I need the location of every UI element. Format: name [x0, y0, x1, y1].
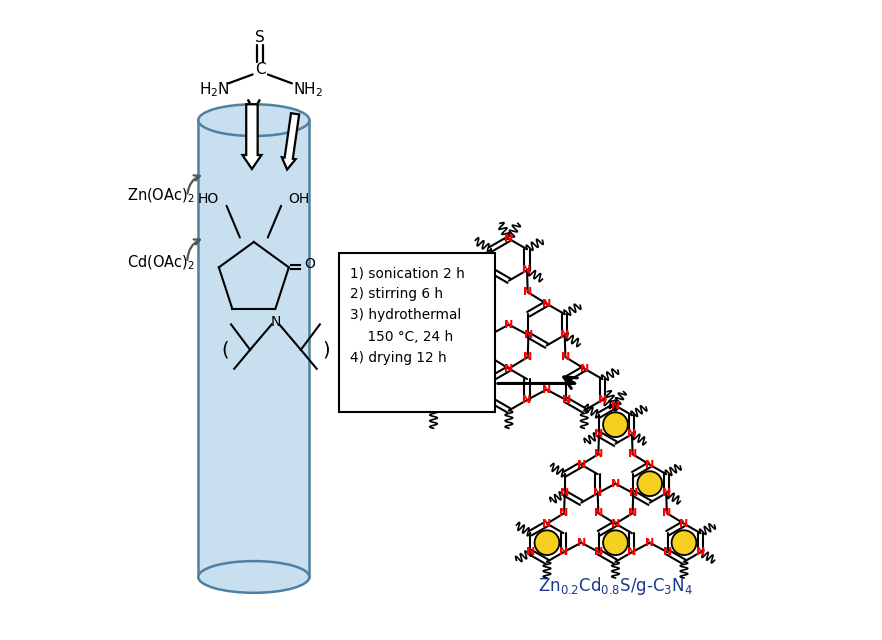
- Text: N: N: [663, 547, 672, 557]
- Text: N: N: [505, 364, 513, 374]
- Text: S: S: [255, 30, 265, 45]
- Text: N: N: [594, 429, 603, 439]
- Text: N: N: [628, 508, 637, 518]
- Text: (: (: [221, 340, 228, 359]
- Ellipse shape: [198, 561, 310, 593]
- Text: N: N: [505, 234, 513, 244]
- Bar: [198, 120, 310, 577]
- Text: N: N: [522, 265, 532, 275]
- Text: N: N: [522, 395, 532, 405]
- Circle shape: [671, 531, 697, 555]
- Text: C: C: [255, 62, 265, 77]
- Text: N: N: [594, 449, 603, 459]
- Text: N: N: [448, 330, 458, 340]
- Text: N: N: [611, 518, 620, 529]
- Text: N: N: [523, 352, 533, 362]
- Text: N: N: [559, 547, 568, 557]
- FancyBboxPatch shape: [340, 253, 495, 412]
- FancyArrow shape: [243, 104, 261, 169]
- Text: N: N: [523, 287, 533, 297]
- Text: N: N: [270, 315, 280, 329]
- Text: $n$: $n$: [339, 348, 348, 362]
- Text: N: N: [627, 429, 637, 439]
- Text: 1) sonication 2 h
2) stirring 6 h
3) hydrothermal
    150 °C, 24 h
4) drying 12 : 1) sonication 2 h 2) stirring 6 h 3) hyd…: [350, 266, 465, 365]
- Text: H$_2$N: H$_2$N: [199, 81, 230, 99]
- Text: N: N: [696, 547, 705, 557]
- Text: N: N: [629, 488, 638, 498]
- Text: N: N: [559, 508, 569, 518]
- Text: N: N: [662, 508, 671, 518]
- Text: N: N: [577, 460, 586, 470]
- Text: N: N: [526, 547, 535, 557]
- Text: N: N: [485, 287, 495, 297]
- Text: NH$_2$: NH$_2$: [293, 81, 323, 99]
- Text: N: N: [645, 538, 654, 548]
- Text: N: N: [560, 330, 569, 340]
- Text: N: N: [645, 460, 654, 470]
- FancyArrow shape: [282, 113, 299, 170]
- Text: N: N: [467, 299, 475, 308]
- Text: N: N: [627, 547, 637, 557]
- Text: N: N: [560, 488, 570, 498]
- Text: N: N: [679, 518, 689, 529]
- Circle shape: [603, 412, 628, 437]
- Text: N: N: [662, 488, 671, 498]
- Text: HO: HO: [198, 193, 219, 207]
- Text: Zn$_{0.2}$Cd$_{0.8}$S/g-C$_3$N$_4$: Zn$_{0.2}$Cd$_{0.8}$S/g-C$_3$N$_4$: [538, 575, 693, 598]
- Text: N: N: [505, 319, 513, 330]
- Ellipse shape: [198, 104, 310, 136]
- Text: N: N: [628, 449, 637, 459]
- Text: N: N: [577, 538, 586, 548]
- Text: N: N: [542, 518, 551, 529]
- Text: N: N: [594, 508, 603, 518]
- Text: N: N: [448, 352, 457, 362]
- Text: N: N: [611, 401, 620, 411]
- Text: N: N: [561, 352, 570, 362]
- Text: N: N: [485, 330, 494, 340]
- Text: N: N: [593, 488, 602, 498]
- Text: ): ): [323, 340, 330, 359]
- Text: Zn(OAc)$_2$: Zn(OAc)$_2$: [127, 187, 195, 205]
- Text: N: N: [485, 352, 495, 362]
- Text: N: N: [486, 395, 496, 405]
- Text: N: N: [594, 547, 603, 557]
- Text: N: N: [542, 385, 551, 394]
- Text: N: N: [411, 395, 420, 405]
- Text: N: N: [598, 395, 607, 405]
- Text: N: N: [542, 299, 551, 308]
- Text: N: N: [579, 364, 589, 374]
- Text: Cd(OAc)$_2$: Cd(OAc)$_2$: [127, 253, 195, 272]
- Circle shape: [603, 531, 628, 555]
- Text: N: N: [486, 265, 496, 275]
- Text: N: N: [467, 385, 475, 394]
- Text: N: N: [524, 330, 533, 340]
- Text: OH: OH: [288, 193, 310, 207]
- Text: N: N: [447, 395, 456, 405]
- Circle shape: [534, 531, 559, 555]
- Circle shape: [638, 471, 662, 496]
- Text: N: N: [429, 364, 438, 374]
- Text: N: N: [611, 479, 620, 489]
- Text: N: N: [562, 395, 571, 405]
- Text: O: O: [304, 257, 316, 271]
